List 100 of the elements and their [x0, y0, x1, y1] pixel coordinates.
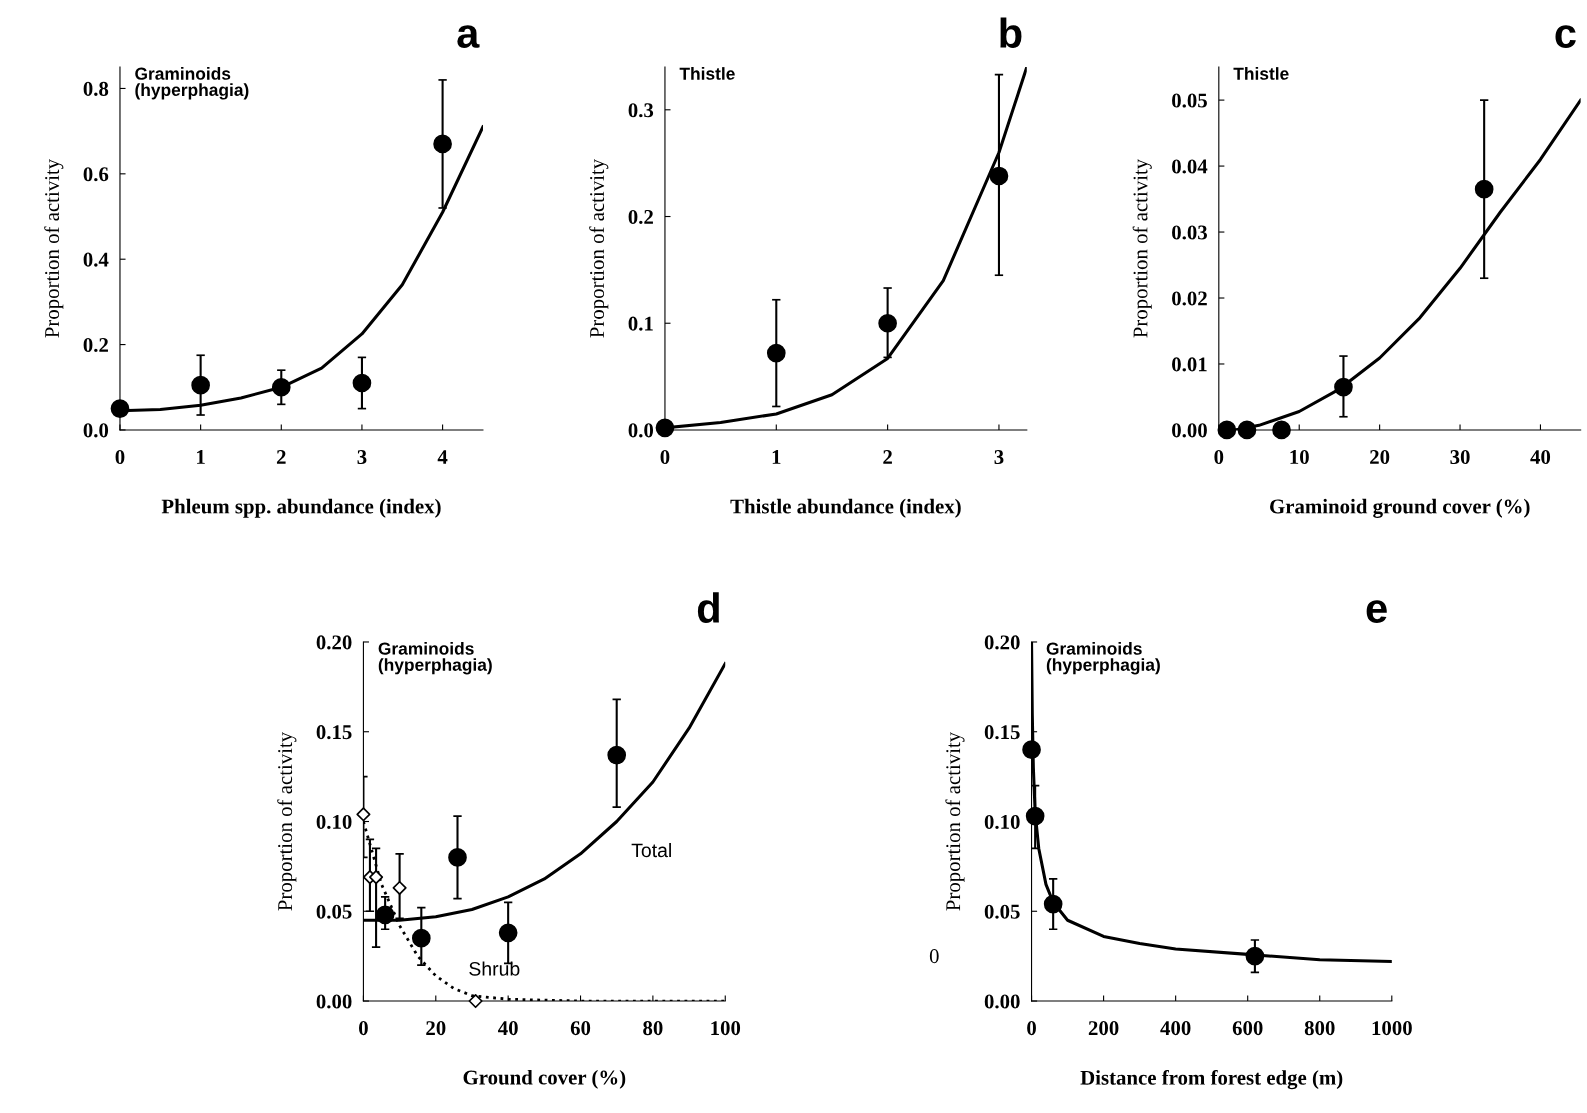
y-tick-label: 0.05	[984, 904, 1020, 919]
point	[411, 928, 431, 948]
point	[1272, 420, 1291, 440]
x-tick-label: 0	[115, 450, 125, 465]
y-axis-title: Proportion of activity	[945, 731, 965, 911]
point	[1043, 894, 1063, 914]
chart-subtitle: Graminoids (hyperphagia)	[135, 67, 249, 100]
y-axis-title: Proportion of activity	[1132, 158, 1152, 338]
y-tick-label: 0.1	[628, 316, 653, 331]
point	[433, 134, 452, 154]
series-label: Total	[631, 842, 671, 858]
y-tick-label: 0.03	[1172, 225, 1207, 240]
point	[498, 923, 518, 943]
y-tick-label: 0.6	[83, 167, 109, 182]
point	[1245, 946, 1265, 966]
y-tick-label: 0.0	[628, 423, 654, 438]
x-tick-label: 3	[357, 450, 367, 465]
x-tick-label: 2	[276, 450, 286, 464]
x-tick-label: 0	[359, 1021, 368, 1036]
x-tick-label: 4	[437, 450, 448, 464]
y-tick-label: 0.3	[628, 103, 654, 118]
x-tick-label: 20	[426, 1021, 446, 1036]
x-tick-label: 400	[1160, 1021, 1191, 1036]
chart-title: d	[697, 592, 719, 623]
x-axis-title: Distance from forest edge (m)	[1080, 1069, 1343, 1090]
y-tick-label: 0.2	[628, 209, 653, 225]
x-axis-title: Thistle abundance (index)	[730, 498, 961, 518]
x-axis-title: Phleum spp. abundance (index)	[161, 498, 441, 518]
point	[989, 166, 1009, 186]
point	[1334, 377, 1353, 397]
point	[271, 377, 291, 397]
x-tick-label: 600	[1232, 1021, 1263, 1036]
point	[468, 993, 483, 1009]
point	[1237, 420, 1257, 440]
point	[369, 870, 384, 885]
x-tick-label: 1000	[1372, 1021, 1412, 1036]
point	[878, 313, 897, 333]
y-tick-label: 0.05	[316, 904, 352, 919]
y-tick-label: 0.00	[1172, 423, 1207, 438]
y-tick-label: 0.02	[1172, 291, 1207, 306]
chart-title: c	[1555, 25, 1576, 48]
x-tick-label: 1	[197, 450, 205, 464]
y-axis-title: Proportion of activity	[277, 731, 297, 911]
point	[191, 375, 210, 395]
point	[110, 399, 130, 418]
chart-subtitle: Graminoids (hyperphagia)	[1046, 641, 1160, 675]
x-tick-label: 3	[994, 450, 1004, 465]
chart-title: b	[1000, 17, 1022, 48]
y-tick-label: 0.10	[316, 814, 352, 830]
y-tick-label: 0.01	[1172, 357, 1207, 372]
y-axis-title: Proportion of activity	[589, 158, 609, 338]
x-tick-label: 10	[1290, 450, 1309, 465]
chart-title: a	[457, 25, 480, 48]
y-axis-title: Proportion of activity	[44, 158, 64, 338]
point	[356, 807, 371, 822]
x-tick-label: 80	[643, 1021, 663, 1036]
point	[392, 880, 407, 895]
point	[655, 418, 675, 438]
point	[1474, 179, 1494, 199]
point	[766, 343, 786, 363]
x-axis-title: Ground cover (%)	[463, 1069, 626, 1089]
y-tick-label: 0.2	[83, 337, 108, 353]
x-tick-label: 0	[1214, 450, 1224, 465]
x-tick-label: 40	[498, 1021, 518, 1036]
x-tick-label: 800	[1304, 1021, 1335, 1036]
point	[1217, 420, 1237, 440]
y-tick-label: 0.05	[1172, 93, 1207, 108]
x-axis-title: Graminoid ground cover (%)	[1270, 498, 1530, 518]
y-tick-label: 0.4	[83, 252, 109, 267]
y-tick-label: 0.00	[316, 994, 352, 1009]
y-tick-label: 0.04	[1172, 159, 1208, 174]
x-tick-label: 40	[1530, 450, 1551, 465]
point	[375, 905, 395, 925]
y-tick-label: 0.00	[984, 994, 1020, 1009]
y-tick-label: 0.20	[984, 635, 1020, 650]
chart-subtitle: Thistle	[679, 67, 735, 80]
x-tick-label: 0	[1027, 1021, 1036, 1036]
y-tick-label: 0.20	[316, 635, 352, 650]
point	[448, 848, 467, 867]
x-tick-label: 100	[711, 1021, 741, 1036]
chart-subtitle: Graminoids (hyperphagia)	[378, 641, 492, 675]
text: 0	[929, 949, 939, 964]
x-tick-label: 200	[1088, 1021, 1119, 1036]
chart-subtitle: Thistle	[1233, 67, 1289, 80]
series-label: Shrub	[469, 961, 520, 976]
x-tick-label: 2	[883, 450, 892, 464]
y-tick-label: 0.8	[83, 81, 109, 96]
y-tick-label: 0.15	[316, 725, 352, 740]
x-tick-label: 30	[1450, 450, 1470, 465]
x-tick-label: 0	[660, 450, 670, 465]
y-tick-label: 0.15	[984, 725, 1020, 740]
point	[1022, 740, 1041, 760]
x-tick-label: 20	[1370, 450, 1390, 465]
y-tick-label: 0.0	[83, 423, 109, 438]
point	[1025, 806, 1045, 826]
point	[607, 745, 627, 765]
y-tick-label: 0.10	[984, 814, 1020, 830]
chart-title: e	[1366, 600, 1387, 623]
x-tick-label: 1	[772, 450, 781, 464]
x-tick-label: 60	[570, 1021, 591, 1036]
